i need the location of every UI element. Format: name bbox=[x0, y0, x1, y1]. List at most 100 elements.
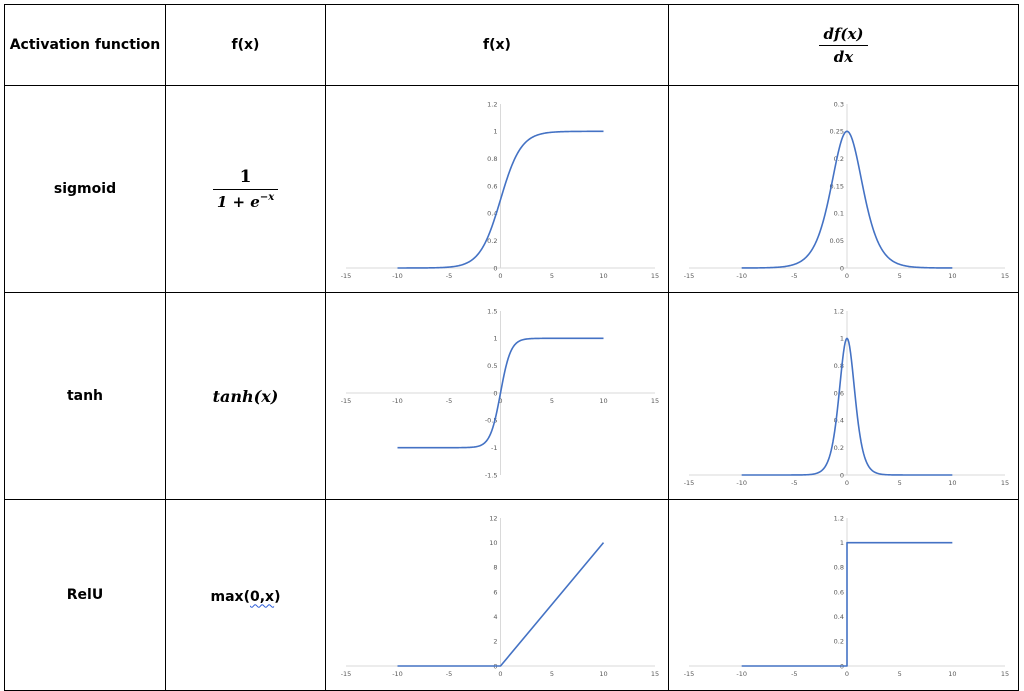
x-tick-label: 0 bbox=[845, 272, 849, 280]
row-label-tanh: tanh bbox=[4, 292, 166, 500]
row-label-sigmoid: sigmoid bbox=[4, 85, 166, 293]
y-tick-label: 12 bbox=[489, 514, 497, 522]
x-tick-label: -10 bbox=[392, 272, 403, 280]
y-tick-label: 0 bbox=[840, 264, 844, 272]
x-tick-label: -15 bbox=[341, 272, 352, 280]
y-tick-label: 0.4 bbox=[834, 417, 844, 425]
x-tick-label: 0 bbox=[845, 479, 849, 487]
series-line bbox=[741, 130, 953, 269]
x-tick-label: -5 bbox=[446, 272, 452, 280]
sigmoid-fraction: 1 1 + e−x bbox=[212, 167, 279, 211]
y-tick-label: 1 bbox=[840, 539, 844, 547]
series-line bbox=[741, 541, 953, 667]
derivative-numerator: df(x) bbox=[823, 24, 864, 43]
y-tick-label: 0.3 bbox=[834, 100, 844, 108]
y-tick-label: 1.2 bbox=[487, 100, 497, 108]
y-tick-label: -1.5 bbox=[485, 471, 498, 479]
y-tick-label: 0 bbox=[493, 264, 497, 272]
x-tick-label: 0 bbox=[498, 397, 502, 405]
x-tick-label: 5 bbox=[550, 397, 554, 405]
fraction-bar bbox=[819, 44, 868, 46]
x-tick-label: -10 bbox=[392, 670, 403, 678]
cell-chart-tanh-df: -15 -10 -5 0 5 10 15 0 0.2 0.4 0.6 0.8 1 1.2 bbox=[668, 292, 1019, 500]
x-tick-label: 10 bbox=[948, 670, 956, 678]
x-tick-label: -15 bbox=[341, 397, 352, 405]
x-tick-label: -5 bbox=[791, 479, 797, 487]
y-tick-label: 0.05 bbox=[830, 237, 844, 245]
formula-tanh: tanh(x) bbox=[165, 292, 326, 500]
derivative-denominator: dx bbox=[833, 47, 854, 66]
x-tick-label: 10 bbox=[599, 670, 607, 678]
x-tick-label: 5 bbox=[898, 479, 902, 487]
y-tick-label: 0.2 bbox=[487, 237, 497, 245]
cell-chart-sigmoid-f: -15 -10 -5 0 5 10 15 0 0.2 0.4 0.6 0.8 1 1.2 bbox=[325, 85, 669, 293]
y-tick-label: -0.5 bbox=[485, 417, 498, 425]
formula-relu: max(0,x) bbox=[165, 499, 326, 691]
x-tick-label: -5 bbox=[446, 397, 452, 405]
x-tick-label: -10 bbox=[392, 397, 403, 405]
y-tick-label: 0.2 bbox=[834, 155, 844, 163]
y-tick-label: 2 bbox=[493, 638, 497, 646]
x-tick-label: -10 bbox=[736, 479, 747, 487]
relu-formula-suffix: ) bbox=[274, 588, 281, 605]
header-derivative: df(x) dx bbox=[668, 4, 1019, 86]
series-line bbox=[741, 337, 953, 476]
y-tick-label: 1.2 bbox=[834, 514, 844, 522]
y-tick-label: 1 bbox=[493, 128, 497, 136]
x-tick-label: 15 bbox=[1001, 479, 1009, 487]
y-tick-label: 0.8 bbox=[834, 362, 844, 370]
activation-functions-table: Activation function f(x) f(x) df(x) dx s… bbox=[4, 4, 1019, 691]
sigmoid-denominator: 1 + e−x bbox=[213, 190, 278, 211]
x-tick-label: 5 bbox=[550, 670, 554, 678]
x-tick-label: -10 bbox=[736, 670, 747, 678]
y-tick-label: -1 bbox=[491, 444, 497, 452]
header-activation-function: Activation function bbox=[4, 4, 166, 86]
x-tick-label: 0 bbox=[498, 272, 502, 280]
y-tick-label: 0.1 bbox=[834, 210, 844, 218]
y-tick-label: 0.8 bbox=[487, 155, 497, 163]
y-tick-label: 1.2 bbox=[834, 307, 844, 315]
relu-formula: max(0,x) bbox=[211, 589, 281, 605]
x-tick-label: -5 bbox=[791, 670, 797, 678]
formula-sigmoid: 1 1 + e−x bbox=[165, 85, 326, 293]
y-tick-label: 1 bbox=[840, 335, 844, 343]
x-tick-label: -5 bbox=[446, 670, 452, 678]
relu-formula-args: 0,x bbox=[249, 588, 275, 605]
x-tick-label: -15 bbox=[684, 479, 695, 487]
header-row: Activation function f(x) f(x) df(x) dx bbox=[4, 4, 1019, 86]
header-fx-plot: f(x) bbox=[325, 4, 669, 86]
y-tick-label: 0 bbox=[840, 471, 844, 479]
x-tick-label: -15 bbox=[684, 670, 695, 678]
y-tick-label: 8 bbox=[493, 564, 497, 572]
x-tick-label: -10 bbox=[736, 272, 747, 280]
chart-sigmoid-df: -15 -10 -5 0 5 10 15 0 0.05 0.1 0.15 0.2 0.25 0.3 bbox=[684, 100, 1009, 280]
y-tick-label: 0.8 bbox=[834, 564, 844, 572]
y-tick-label: 1.5 bbox=[487, 307, 497, 315]
sigmoid-numerator: 1 bbox=[239, 167, 252, 187]
series-line bbox=[397, 542, 605, 667]
chart-tanh-f: -15 -10 -5 0 5 10 15 -1.5 -1 -0.5 0 0.5 1 1.5 bbox=[341, 307, 659, 479]
x-tick-label: 15 bbox=[1001, 272, 1009, 280]
cell-chart-relu-df: -15 -10 -5 0 5 10 15 0 0.2 0.4 0.6 0.8 1 1.2 bbox=[668, 499, 1019, 691]
chart-sigmoid-f: -15 -10 -5 0 5 10 15 0 0.2 0.4 0.6 0.8 1 1.2 bbox=[341, 100, 659, 280]
x-tick-label: 15 bbox=[651, 272, 659, 280]
row-sigmoid: sigmoid 1 1 + e−x -15 -10 -5 0 5 10 15 0 0.2 0.4 0… bbox=[4, 85, 1019, 293]
y-tick-label: 0.4 bbox=[487, 210, 497, 218]
x-tick-label: 10 bbox=[599, 397, 607, 405]
y-tick-label: 0 bbox=[493, 389, 497, 397]
x-tick-label: 5 bbox=[898, 272, 902, 280]
series-line bbox=[397, 130, 604, 269]
relu-formula-prefix: max( bbox=[210, 588, 250, 605]
tanh-formula: tanh(x) bbox=[212, 386, 279, 406]
y-tick-label: 0.25 bbox=[830, 128, 844, 136]
x-tick-label: 5 bbox=[550, 272, 554, 280]
y-tick-label: 10 bbox=[489, 539, 497, 547]
y-tick-label: 4 bbox=[493, 613, 497, 621]
x-tick-label: 5 bbox=[898, 670, 902, 678]
x-tick-label: 15 bbox=[651, 670, 659, 678]
x-tick-label: -5 bbox=[791, 272, 797, 280]
x-tick-label: -15 bbox=[341, 670, 352, 678]
cell-chart-tanh-f: -15 -10 -5 0 5 10 15 -1.5 -1 -0.5 0 0.5 1 1.5 bbox=[325, 292, 669, 500]
